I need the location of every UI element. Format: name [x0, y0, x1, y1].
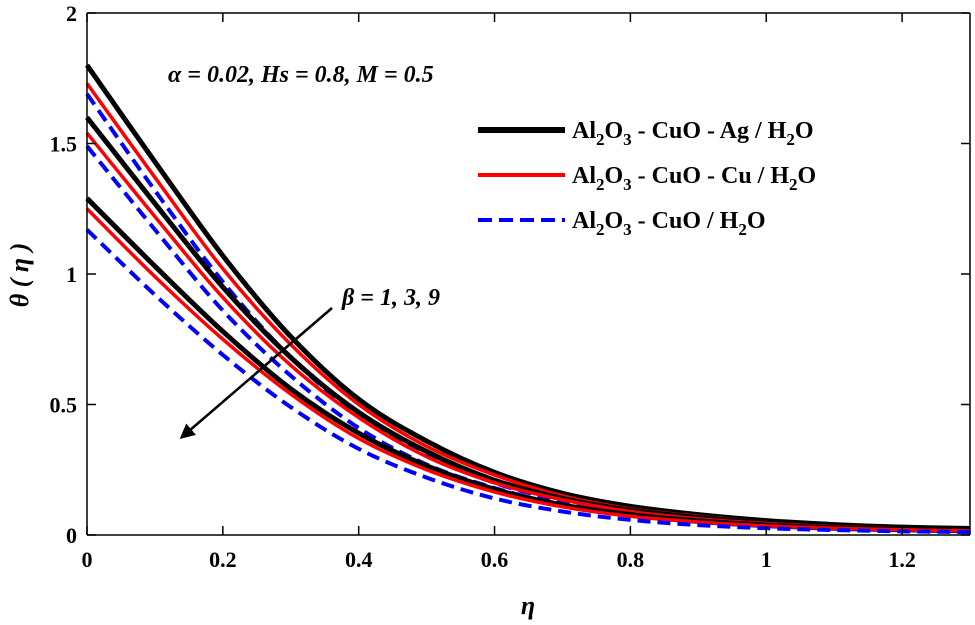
y-axis-label: θ ( η ) — [5, 243, 34, 308]
y-tick-label: 1 — [66, 262, 77, 287]
y-tick-label: 1.5 — [50, 132, 78, 157]
y-tick-label: 2 — [66, 1, 77, 26]
plot-area — [87, 13, 970, 535]
x-tick-label: 0 — [82, 547, 93, 572]
legend: Al2O3 - CuO - Ag / H2O Al2O3 - CuO - Cu /… — [478, 118, 816, 239]
ticks-layer: 0 0.2 0.4 0.6 0.8 1 1.2 0 0.5 1 1.5 2 — [50, 1, 970, 572]
x-tick-label: 1.2 — [888, 547, 916, 572]
x-tick-label: 0.2 — [209, 547, 237, 572]
x-tick-label: 0.6 — [481, 547, 509, 572]
x-tick-label: 0.8 — [617, 547, 645, 572]
series-line-9 — [85, 228, 971, 535]
y-tick-label: 0 — [66, 523, 77, 548]
parameter-annotation: α = 0.02, Hs = 0.8, M = 0.5 — [168, 62, 434, 88]
legend-label-2: Al2O3 - CuO - Cu / H2O — [572, 163, 816, 194]
series-layer — [84, 63, 971, 535]
plot-background — [87, 13, 970, 535]
x-axis-label: η — [521, 591, 535, 620]
y-tick-label: 0.5 — [50, 393, 78, 418]
beta-annotation: β = 1, 3, 9 — [341, 285, 440, 311]
x-tick-label: 0.4 — [345, 547, 373, 572]
x-tick-label: 1 — [761, 547, 772, 572]
legend-label-3: Al2O3 - CuO / H2O — [572, 208, 766, 239]
beta-arrow — [179, 307, 333, 439]
legend-label-1: Al2O3 - CuO - Ag / H2O — [572, 118, 814, 149]
